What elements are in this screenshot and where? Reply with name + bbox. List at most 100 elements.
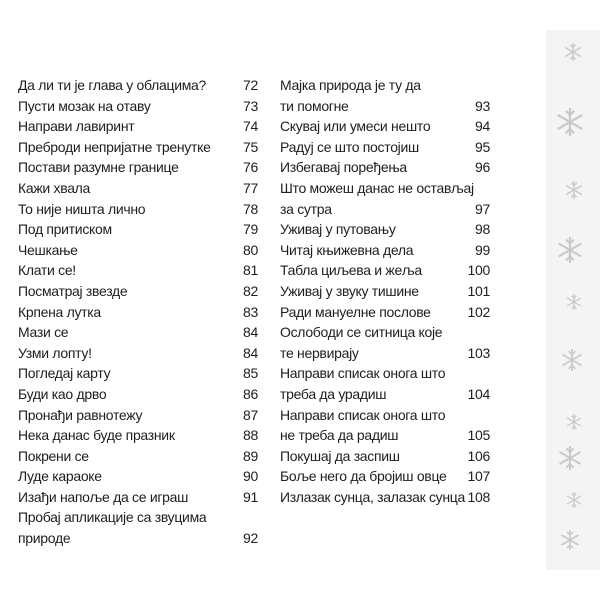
entry-title: Уживај у путовању: [280, 221, 396, 238]
toc-line: Узми лопту! 84: [18, 343, 258, 364]
toc-entry: Погледај карту 85: [18, 363, 258, 384]
toc-entry: Под притиском 79: [18, 219, 258, 240]
toc-column: Мајка природа је ту да ти помогне 93 Скувај…: [280, 75, 490, 507]
page-number: 96: [475, 159, 490, 176]
entry-title: не треба да радиш: [280, 427, 399, 444]
toc-entry: Ради мануелне послове 102: [280, 302, 490, 323]
entry-title: Под притиском: [18, 221, 112, 238]
toc-line: Да ли ти је глава у облацима? 72: [18, 75, 258, 96]
page-number: 97: [475, 200, 490, 217]
toc-line: Излазак сунца, залазак сунца 108: [280, 487, 490, 508]
toc-line: Преброди непријатне тренутке 75: [18, 137, 258, 158]
toc-line: Пронађи равнотежу 87: [18, 405, 258, 426]
entry-title: Нека данас буде празник: [18, 427, 175, 444]
toc-entry: Избегавај поређења 96: [280, 157, 490, 178]
entry-title: те нервирају: [280, 344, 359, 361]
toc-entry: Покрени се 89: [18, 446, 258, 467]
page-number: 101: [467, 282, 491, 299]
page-number: 91: [243, 488, 258, 505]
toc-entry: Преброди непријатне тренутке 75: [18, 137, 258, 158]
page-number: 81: [243, 262, 258, 279]
toc-line: Пробај апликације са звуцима: [18, 507, 258, 528]
toc-line: Направи лавиринт 74: [18, 116, 258, 137]
entry-title: Табла циљева и жеља: [280, 262, 422, 279]
toc-line: Пусти мозак на отаву 73: [18, 96, 258, 117]
toc-line: Кажи хвала 77: [18, 178, 258, 199]
toc-line: не треба да радиш 105: [280, 425, 490, 446]
entry-title: Буди као дрво: [18, 385, 107, 402]
toc-entry: Узми лопту! 84: [18, 343, 258, 364]
page-number: 104: [467, 385, 491, 402]
page-number: 94: [475, 118, 490, 135]
entry-title: Читај књижевна дела: [280, 241, 414, 258]
entry-title: Изађи напоље да се играш: [18, 488, 189, 505]
toc-line: То није ништа лично 78: [18, 199, 258, 220]
toc-line: Ослободи се ситница које: [280, 322, 490, 343]
page-number: 85: [243, 365, 258, 382]
toc-line: Клати се! 81: [18, 260, 258, 281]
toc-column: Да ли ти је глава у облацима? 72 Пусти моз…: [18, 75, 258, 549]
toc-line: за сутра 97: [280, 199, 490, 220]
entry-title: Преброди непријатне тренутке: [18, 138, 211, 155]
toc-entry: Крпена лутка 83: [18, 302, 258, 323]
toc-entry: Чешкање 80: [18, 240, 258, 261]
entry-title: Направи списак онога што: [280, 365, 446, 382]
toc-line: Луде караоке 90: [18, 466, 258, 487]
page-number: 108: [467, 488, 491, 505]
toc-line: Изађи напоље да се играш 91: [18, 487, 258, 508]
toc-line: Мази се 84: [18, 322, 258, 343]
entry-title: Покрени се: [18, 447, 89, 464]
toc-line: природе 92: [18, 528, 258, 549]
toc-line: Читај књижевна дела 99: [280, 240, 490, 261]
toc-entry: Ослободи се ситница које те нервирају 103: [280, 322, 490, 363]
toc-line: Ради мануелне послове 102: [280, 302, 490, 323]
toc-line: ти помогне 93: [280, 96, 490, 117]
toc-entry: Уживај у путовању 98: [280, 219, 490, 240]
toc-entry: Скувај или умеси нешто 94: [280, 116, 490, 137]
page-number: 105: [467, 427, 491, 444]
page-number: 78: [243, 200, 258, 217]
toc-line: Под притиском 79: [18, 219, 258, 240]
toc-line: Табла циљева и жеља 100: [280, 260, 490, 281]
toc-line: Покрени се 89: [18, 446, 258, 467]
toc-entry: Боље него да бројиш овце 107: [280, 466, 490, 487]
toc-entry: Пробај апликације са звуцима природе 92: [18, 507, 258, 548]
page-number: 90: [243, 468, 258, 485]
toc-entry: Направи списак онога што не треба да ради…: [280, 405, 490, 446]
entry-title: Пусти мозак на отаву: [18, 97, 151, 114]
toc-entry: Радуј се што постојиш 95: [280, 137, 490, 158]
toc-line: Постави разумне границе 76: [18, 157, 258, 178]
page-number: 79: [243, 221, 258, 238]
toc-line: Крпена лутка 83: [18, 302, 258, 323]
toc-entry: Направи лавиринт 74: [18, 116, 258, 137]
page-number: 73: [243, 97, 258, 114]
toc-entry: Мази се 84: [18, 322, 258, 343]
toc-entry: Што можеш данас не остављај за сутра 97: [280, 178, 490, 219]
page-number: 75: [243, 138, 258, 155]
page-number: 92: [243, 530, 258, 547]
entry-title: Покушај да заспиш: [280, 447, 400, 464]
page-number: 76: [243, 159, 258, 176]
toc-line: Направи списак онога што: [280, 363, 490, 384]
toc-entry: Клати се! 81: [18, 260, 258, 281]
toc-line: треба да урадиш 104: [280, 384, 490, 405]
page-number: 83: [243, 303, 258, 320]
entry-title: Ради мануелне послове: [280, 303, 431, 320]
toc-entry: Читај књижевна дела 99: [280, 240, 490, 261]
toc-entry: Пронађи равнотежу 87: [18, 405, 258, 426]
toc-line: Уживај у путовању 98: [280, 219, 490, 240]
page-number: 84: [243, 344, 258, 361]
toc-entry: Излазак сунца, залазак сунца 108: [280, 487, 490, 508]
toc-line: Погледај карту 85: [18, 363, 258, 384]
toc-entry: Табла циљева и жеља 100: [280, 260, 490, 281]
entry-title: Мајка природа је ту да: [280, 77, 421, 93]
entry-title: Кажи хвала: [18, 179, 91, 196]
page-number: 77: [243, 179, 258, 196]
toc-line: те нервирају 103: [280, 343, 490, 364]
entry-title: за сутра: [280, 200, 332, 217]
entry-title: Излазак сунца, залазак сунца: [280, 488, 466, 505]
entry-title: Радуј се што постојиш: [280, 138, 419, 155]
page-number: 93: [475, 97, 490, 114]
entry-title: Боље него да бројиш овце: [280, 468, 447, 485]
entry-title: Посматрај звезде: [18, 282, 128, 299]
